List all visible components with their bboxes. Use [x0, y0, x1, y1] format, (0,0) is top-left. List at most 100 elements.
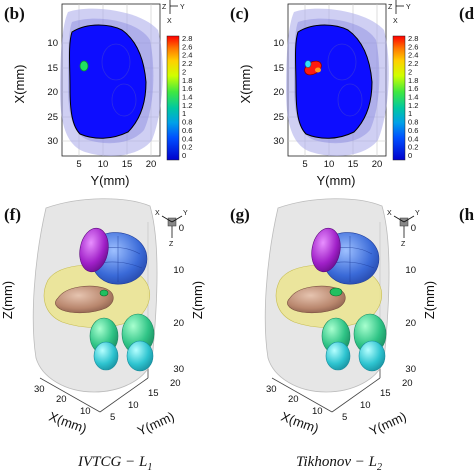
triad-z: Z — [388, 4, 393, 11]
x-tick: 5 — [76, 159, 81, 170]
panel-d-partial-label: (d — [459, 4, 474, 23]
panel-f-cyan-organ-right — [126, 340, 154, 372]
panel-b-cross-section — [69, 24, 147, 139]
panel-f-caption: IVTCG − L1 — [77, 454, 152, 473]
panel-f-z-axis-title: Z(mm) — [190, 281, 205, 319]
y-tick: 20 — [402, 378, 413, 389]
panel-f-orientation-triad: X Y Z — [155, 210, 188, 248]
x-tick: 10 — [312, 406, 323, 417]
colorbar-tick-label: 1.4 — [182, 93, 192, 102]
panel-g-y-axis-title: Y(mm) — [367, 409, 409, 439]
panel-f-y-ticks: 5 10 15 20 — [110, 378, 181, 423]
colorbar-tick-label: 1.4 — [408, 93, 418, 102]
colorbar-tick-label: 0.6 — [182, 126, 192, 135]
panel-f-tan-organ — [55, 285, 114, 314]
panel-g-cyan-organ-left — [325, 341, 351, 371]
triad-y: Y — [180, 4, 185, 11]
colorbar-tick-label: 0 — [182, 151, 186, 160]
colorbar-ticks: 2.82.62.42.221.81.61.41.210.80.60.40.20 — [182, 34, 192, 160]
x-tick: 30 — [266, 384, 277, 395]
panel-c-x-ticks: 5 10 15 20 — [302, 159, 382, 170]
z-tick: 10 — [405, 265, 416, 276]
y-tick: 10 — [47, 38, 58, 49]
triad-z: Z — [401, 241, 406, 248]
panel-f-cyan-organ-left — [93, 341, 119, 371]
panel-c-contours — [327, 43, 363, 117]
panel-b-y-axis-title: X(mm) — [12, 65, 27, 104]
colorbar-tick-label: 0.2 — [182, 143, 192, 152]
y-tick: 20 — [273, 87, 284, 98]
panel-b-label: (b) — [4, 4, 25, 23]
panel-g-label: (g) — [230, 205, 250, 224]
colorbar-tick-label: 1.6 — [182, 84, 192, 93]
x-tick: 5 — [302, 159, 307, 170]
y-tick: 5 — [110, 412, 115, 423]
colorbar-swatch — [392, 35, 406, 161]
panel-f-y-axis-title: Y(mm) — [135, 409, 177, 439]
panel-c-hotspot — [304, 60, 322, 76]
z-tick: 10 — [173, 265, 184, 276]
panel-c-orientation-triad: Z Y X — [388, 0, 411, 25]
panel-f-x-ticks: 30 20 10 — [34, 384, 91, 417]
colorbar-swatch — [166, 35, 180, 161]
y-tick: 20 — [47, 87, 58, 98]
panel-b-colorbar: 2.82.62.42.221.81.61.41.210.80.60.40.20 — [166, 34, 192, 161]
x-tick: 15 — [348, 159, 359, 170]
x-tick: 15 — [122, 159, 133, 170]
colorbar-tick-label: 2.8 — [182, 34, 192, 43]
panel-f-label: (f) — [4, 205, 21, 224]
triad-x: X — [155, 210, 160, 217]
y-tick: 10 — [273, 38, 284, 49]
colorbar-tick-label: 0.2 — [408, 143, 418, 152]
panel-c: (c) 10 15 20 25 30 5 — [230, 0, 418, 188]
colorbar-tick-label: 0.4 — [182, 134, 192, 143]
y-tick: 15 — [148, 388, 159, 399]
y-tick: 30 — [47, 136, 58, 147]
panel-b: (b) 10 15 20 25 30 — [4, 0, 192, 188]
colorbar-tick-label: 2.4 — [182, 51, 192, 60]
panel-b-y-ticks: 10 15 20 25 30 — [47, 38, 58, 147]
panel-f-target-dot — [99, 289, 109, 297]
panel-c-colorbar: 2.82.62.42.221.81.61.41.210.80.60.40.20 — [392, 34, 418, 161]
panel-g: (g) 0 10 20 30 Z(mm) 30 20 — [230, 198, 437, 473]
colorbar-tick-label: 2 — [408, 67, 412, 76]
panel-c-x-axis-title: Y(mm) — [317, 173, 356, 188]
y-tick: 15 — [380, 388, 391, 399]
panel-f-left-z-axis-title: Z(mm) — [0, 281, 15, 319]
y-tick: 15 — [47, 63, 58, 74]
colorbar-ticks: 2.82.62.42.221.81.61.41.210.80.60.40.20 — [408, 34, 418, 160]
x-tick: 20 — [56, 394, 67, 405]
x-tick: 20 — [288, 394, 299, 405]
panel-h-partial-label: (h — [459, 205, 474, 224]
colorbar-tick-label: 0 — [408, 151, 412, 160]
y-tick: 20 — [170, 378, 181, 389]
y-tick: 30 — [273, 136, 284, 147]
panel-b-orientation-triad: Z Y X — [162, 0, 185, 25]
colorbar-tick-label: 1 — [408, 109, 412, 118]
z-tick: 0 — [179, 223, 184, 234]
x-tick: 20 — [372, 159, 383, 170]
colorbar-tick-label: 2.6 — [408, 42, 418, 51]
panel-g-cyan-organ-right — [358, 340, 386, 372]
triad-y: Y — [183, 210, 188, 217]
panel-g-y-ticks: 5 10 15 20 — [342, 378, 413, 423]
panel-b-x-ticks: 5 10 15 20 — [76, 159, 156, 170]
caption-main: IVTCG − L — [77, 454, 147, 470]
triad-z: Z — [162, 4, 167, 11]
triad-z: Z — [169, 241, 174, 248]
y-tick: 15 — [273, 63, 284, 74]
panel-b-contours — [101, 43, 137, 117]
colorbar-tick-label: 1 — [182, 109, 186, 118]
panel-b-x-axis-title: Y(mm) — [91, 173, 130, 188]
z-tick: 20 — [405, 318, 416, 329]
colorbar-tick-label: 2.2 — [182, 59, 192, 68]
colorbar-tick-label: 1.8 — [408, 76, 418, 85]
z-tick: 20 — [173, 318, 184, 329]
x-tick: 20 — [146, 159, 157, 170]
panel-g-z-axis-title: Z(mm) — [422, 281, 437, 319]
panel-g-target-dot — [329, 287, 343, 297]
z-tick: 30 — [405, 364, 416, 375]
y-tick: 25 — [47, 112, 58, 123]
